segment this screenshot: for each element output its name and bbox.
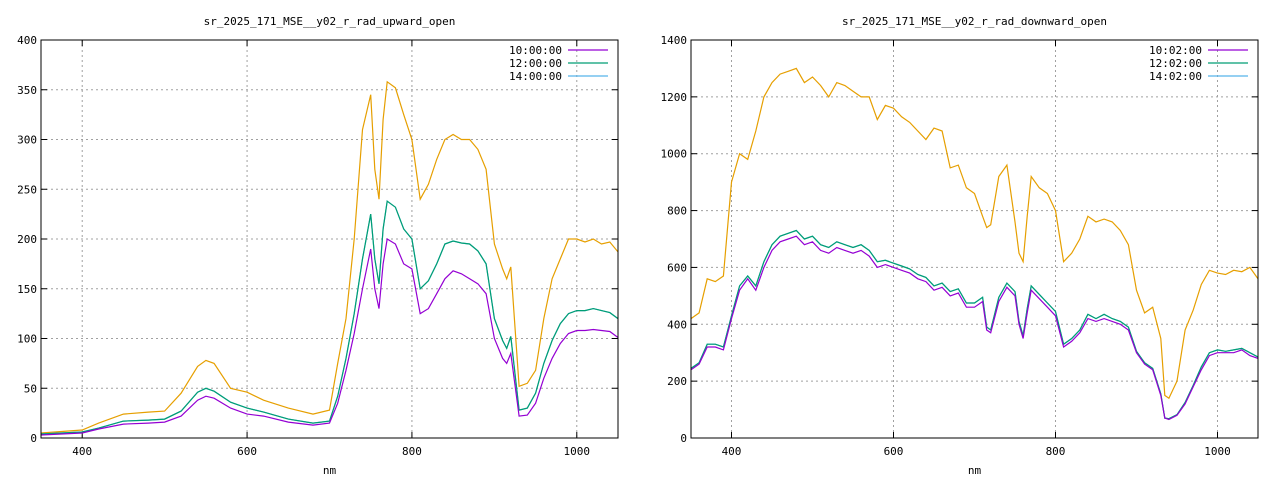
y-tick-label: 0 <box>30 432 37 445</box>
legend-label: 10:02:00 <box>1149 44 1202 57</box>
x-tick-label: 400 <box>722 445 742 458</box>
chart-title: sr_2025_171_MSE__y02_r_rad_upward_open <box>204 15 456 28</box>
y-tick-label: 1000 <box>661 148 688 161</box>
y-tick-label: 200 <box>667 375 687 388</box>
series-line-4 <box>41 80 618 434</box>
plot-frame <box>40 39 619 439</box>
series-line-2 <box>41 200 618 435</box>
y-tick-label: 250 <box>17 183 37 196</box>
x-tick-label: 600 <box>237 445 257 458</box>
series-line-1 <box>691 235 1258 421</box>
legend-label: 10:00:00 <box>509 44 562 57</box>
x-tick-label: 1000 <box>1204 445 1231 458</box>
y-tick-label: 400 <box>17 34 37 47</box>
x-axis-label: nm <box>968 464 982 477</box>
y-tick-label: 600 <box>667 261 687 274</box>
y-tick-label: 400 <box>667 318 687 331</box>
y-tick-label: 100 <box>17 333 37 346</box>
x-axis-label: nm <box>323 464 337 477</box>
legend-label: 12:00:00 <box>509 57 562 70</box>
y-tick-label: 200 <box>17 233 37 246</box>
x-tick-label: 1000 <box>564 445 591 458</box>
legend-label: 14:02:00 <box>1149 70 1202 83</box>
legend-label: 14:00:00 <box>509 70 562 83</box>
series-line-1 <box>41 238 618 436</box>
plot-frame <box>690 39 1259 439</box>
y-tick-label: 350 <box>17 84 37 97</box>
chart-title: sr_2025_171_MSE__y02_r_rad_downward_open <box>842 15 1107 28</box>
x-tick-label: 800 <box>1046 445 1066 458</box>
y-tick-label: 300 <box>17 134 37 147</box>
y-tick-label: 1200 <box>661 91 688 104</box>
x-tick-label: 800 <box>402 445 422 458</box>
series-line-4 <box>691 67 1258 400</box>
y-tick-label: 0 <box>680 432 687 445</box>
y-tick-label: 150 <box>17 283 37 296</box>
series-line-3 <box>41 200 618 435</box>
y-tick-label: 1400 <box>661 34 688 47</box>
x-tick-label: 400 <box>72 445 92 458</box>
y-tick-label: 800 <box>667 205 687 218</box>
chart-2: sr_2025_171_MSE__y02_r_rad_downward_open… <box>661 15 1259 477</box>
y-tick-label: 50 <box>24 382 37 395</box>
x-tick-label: 600 <box>884 445 904 458</box>
chart-1: sr_2025_171_MSE__y02_r_rad_upward_open 0 5… <box>17 15 619 477</box>
legend-label: 12:02:00 <box>1149 57 1202 70</box>
